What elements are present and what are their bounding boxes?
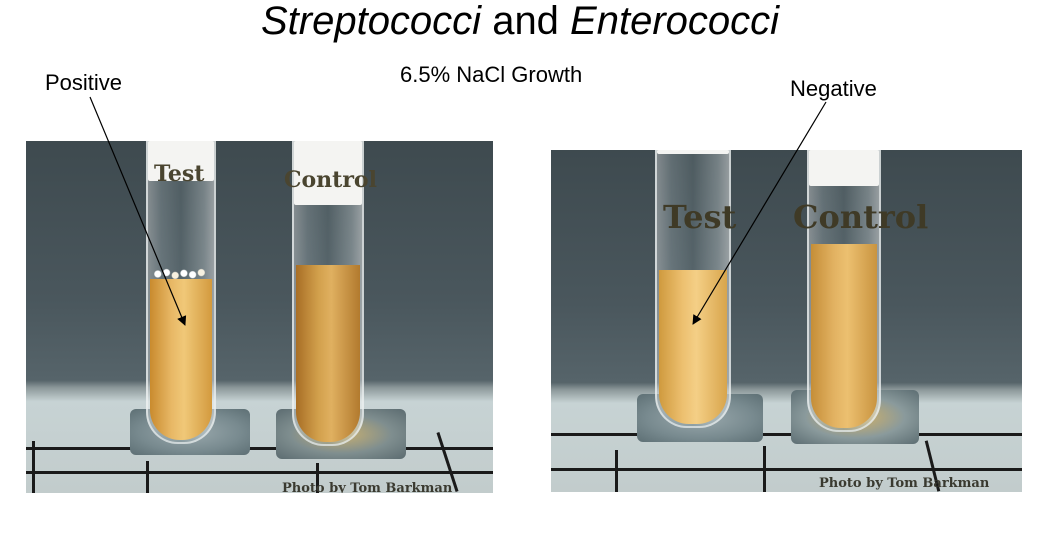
test-tube-label: Test (663, 198, 737, 236)
positive-photo: Test Control Photo by Tom Barkman (26, 141, 493, 493)
tube-cap (657, 150, 729, 154)
control-tube-label: Control (793, 198, 929, 236)
broth (150, 279, 212, 440)
title-enterococci: Enterococci (570, 0, 780, 43)
test-tube (655, 150, 731, 428)
title-streptococci: Streptococci (260, 0, 482, 43)
broth (811, 244, 877, 428)
growth-bubbles (152, 267, 210, 281)
grid-line (32, 441, 35, 493)
tube-cap (809, 150, 879, 186)
negative-photo: Test Control Photo by Tom Barkman (551, 150, 1022, 492)
grid-line (551, 468, 1022, 471)
broth (296, 265, 360, 442)
title-and: and (481, 0, 571, 43)
grid-line (26, 447, 493, 450)
grid-line (615, 450, 618, 492)
slide-title: Streptococci and Enterococci (0, 0, 1040, 44)
control-tube-label: Control (284, 167, 377, 193)
positive-label: Positive (45, 70, 123, 95)
grid-line (763, 446, 766, 492)
grid-line (551, 433, 1022, 436)
control-tube (807, 150, 881, 432)
photo-credit: Photo by Tom Barkman (819, 476, 990, 491)
grid-line (146, 461, 149, 493)
photo-credit: Photo by Tom Barkman (282, 481, 453, 493)
negative-label: Negative (790, 76, 877, 101)
slide-subtitle: 6.5% NaCl Growth (400, 62, 583, 87)
grid-line (316, 463, 319, 493)
test-tube-label: Test (154, 161, 205, 187)
broth (659, 270, 727, 424)
tube-cap (294, 141, 362, 205)
grid-line (26, 471, 493, 474)
